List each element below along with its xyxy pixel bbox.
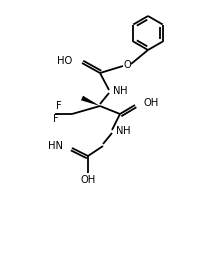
- Text: HO: HO: [57, 56, 72, 66]
- Text: OH: OH: [143, 98, 158, 108]
- Text: F: F: [56, 101, 62, 111]
- Text: HN: HN: [48, 141, 63, 151]
- Polygon shape: [81, 96, 100, 106]
- Text: O: O: [123, 60, 130, 70]
- Text: H: H: [122, 126, 130, 136]
- Text: N: N: [113, 86, 120, 96]
- Text: H: H: [119, 86, 127, 96]
- Text: F: F: [53, 114, 59, 124]
- Text: N: N: [115, 126, 123, 136]
- Text: OH: OH: [80, 175, 95, 185]
